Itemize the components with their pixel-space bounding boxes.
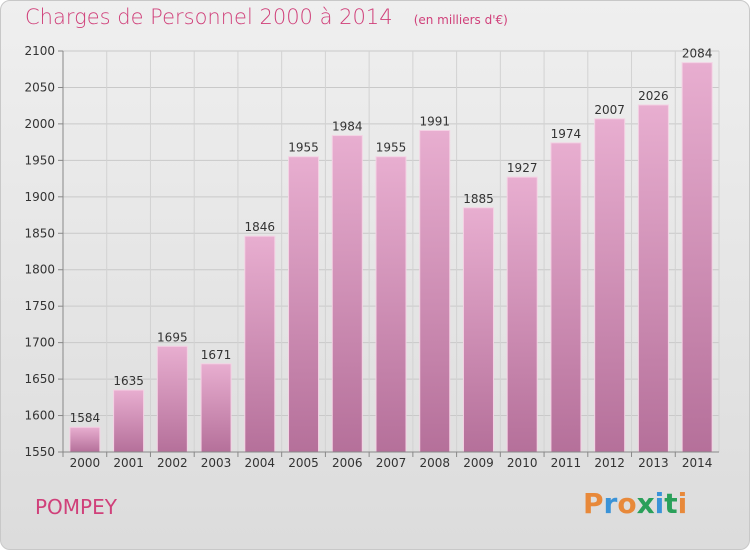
y-tick-label: 1900 bbox=[24, 190, 55, 204]
bar bbox=[594, 118, 626, 453]
bar bbox=[200, 363, 232, 453]
logo-letter: i bbox=[654, 487, 665, 520]
value-label: 1927 bbox=[507, 161, 538, 175]
logo-letter: x bbox=[636, 487, 655, 520]
x-tick-label: 2004 bbox=[245, 456, 276, 470]
value-label: 1695 bbox=[157, 330, 188, 344]
value-label: 1991 bbox=[419, 114, 450, 128]
bar bbox=[506, 176, 538, 453]
y-tick-label: 1700 bbox=[24, 336, 55, 350]
value-label: 1846 bbox=[245, 220, 276, 234]
axes: 1550 1600 1650 1700 1750 1800 1850 1900 1950 2000… bbox=[24, 44, 719, 470]
bar bbox=[244, 235, 276, 453]
x-tick-label: 2001 bbox=[113, 456, 144, 470]
y-tick-label: 1650 bbox=[24, 372, 55, 386]
x-tick-label: 2014 bbox=[682, 456, 713, 470]
bar bbox=[113, 389, 145, 453]
y-tick-label: 2000 bbox=[24, 117, 55, 131]
value-label: 1584 bbox=[70, 411, 101, 425]
commune-name: POMPEY bbox=[35, 495, 117, 519]
value-label: 1974 bbox=[551, 127, 582, 141]
value-label: 2007 bbox=[594, 103, 625, 117]
logo-letter: t bbox=[664, 487, 678, 520]
bar bbox=[375, 156, 407, 453]
x-tick-label: 2009 bbox=[463, 456, 494, 470]
logo-letter: o bbox=[617, 487, 637, 520]
y-tick-label: 2050 bbox=[24, 80, 55, 94]
value-label: 1984 bbox=[332, 120, 363, 134]
x-tick-label: 2011 bbox=[551, 456, 582, 470]
bar bbox=[69, 426, 101, 453]
x-tick-label: 2005 bbox=[288, 456, 319, 470]
bar bbox=[681, 62, 713, 453]
value-label: 1955 bbox=[376, 141, 407, 155]
x-tick-label: 2012 bbox=[594, 456, 625, 470]
bar bbox=[288, 156, 320, 453]
chart-title-block: Charges de Personnel 2000 à 2014 (en mil… bbox=[25, 5, 508, 29]
bar bbox=[550, 142, 582, 453]
bar bbox=[331, 135, 363, 453]
x-tick-label: 2008 bbox=[419, 456, 450, 470]
logo-letter: P bbox=[583, 487, 604, 520]
chart-title: Charges de Personnel 2000 à 2014 bbox=[25, 5, 393, 29]
chart-subtitle: (en milliers d'€) bbox=[413, 13, 508, 27]
value-label: 1635 bbox=[113, 374, 144, 388]
x-tick-label: 2002 bbox=[157, 456, 188, 470]
logo-letter: i bbox=[677, 487, 688, 520]
y-tick-label: 2100 bbox=[24, 44, 55, 58]
bars: 1584 1635 1695 1671 1846 1955 1984 1955 1991 1885… bbox=[69, 47, 713, 453]
x-tick-label: 2007 bbox=[376, 456, 407, 470]
y-tick-label: 1550 bbox=[24, 445, 55, 459]
x-tick-label: 2006 bbox=[332, 456, 363, 470]
y-tick-label: 1600 bbox=[24, 409, 55, 423]
logo-letter: r bbox=[603, 487, 618, 520]
x-tick-label: 2010 bbox=[507, 456, 538, 470]
value-label: 1671 bbox=[201, 348, 232, 362]
bar bbox=[419, 129, 451, 453]
y-tick-label: 1750 bbox=[24, 299, 55, 313]
value-label: 2026 bbox=[638, 89, 669, 103]
y-tick-label: 1950 bbox=[24, 153, 55, 167]
x-tick-label: 2013 bbox=[638, 456, 669, 470]
value-label: 1955 bbox=[288, 141, 319, 155]
x-tick-label: 2003 bbox=[201, 456, 232, 470]
bar bbox=[156, 345, 188, 453]
bar bbox=[462, 207, 494, 453]
y-tick-label: 1800 bbox=[24, 263, 55, 277]
value-label: 2084 bbox=[682, 47, 713, 61]
x-tick-label: 2000 bbox=[70, 456, 101, 470]
value-label: 1885 bbox=[463, 192, 494, 206]
y-tick-label: 1850 bbox=[24, 226, 55, 240]
bar bbox=[637, 104, 669, 453]
proxiti-logo: Proxiti bbox=[583, 487, 687, 520]
